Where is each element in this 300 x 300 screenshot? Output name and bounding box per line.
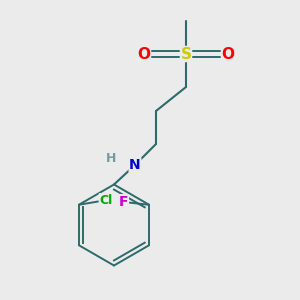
- Text: O: O: [221, 46, 235, 62]
- Text: Cl: Cl: [99, 194, 112, 207]
- Text: S: S: [181, 46, 191, 62]
- Text: N: N: [129, 158, 141, 172]
- Text: F: F: [119, 195, 128, 209]
- Text: H: H: [106, 152, 116, 166]
- Text: O: O: [137, 46, 151, 62]
